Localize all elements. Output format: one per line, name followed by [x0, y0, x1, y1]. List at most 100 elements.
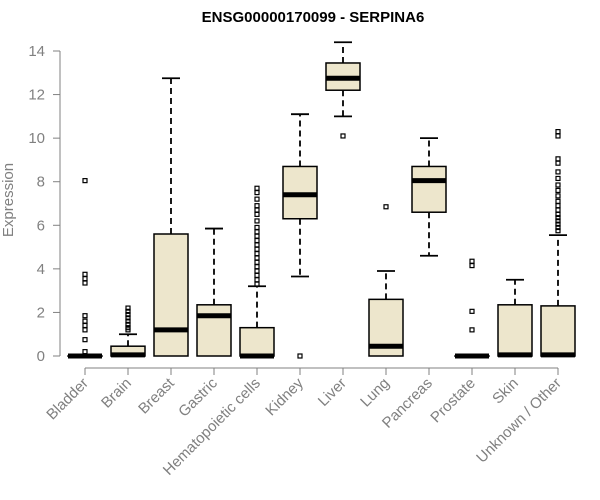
- outlier-point: [555, 193, 561, 199]
- y-tick-label: 2: [37, 304, 45, 321]
- outlier-point: [383, 204, 389, 210]
- outlier-point: [82, 322, 88, 329]
- outlier-point: [555, 218, 561, 224]
- box-group: [325, 41, 361, 139]
- y-tick-label: 6: [37, 217, 45, 234]
- x-tick-label: Prostate: [427, 375, 479, 427]
- x-tick-label: Bladder: [43, 375, 92, 424]
- outlier-point: [555, 215, 561, 221]
- outlier-point: [254, 185, 260, 191]
- outlier-point: [297, 353, 303, 359]
- y-tick-label: 4: [37, 261, 45, 278]
- box-iqr: [196, 304, 232, 357]
- outlier-point: [125, 315, 131, 321]
- outlier-point: [254, 242, 260, 248]
- outlier-point: [469, 258, 475, 264]
- outlier-point: [340, 133, 346, 139]
- outlier-point: [125, 321, 131, 328]
- outlier-point: [254, 246, 260, 252]
- y-axis-title: Expression: [0, 163, 17, 237]
- outlier-point: [469, 308, 475, 314]
- x-tick-label: Skin: [489, 375, 522, 408]
- outlier-point: [254, 281, 260, 287]
- outlier-point: [555, 203, 561, 209]
- box-group: [540, 129, 576, 358]
- outlier-point: [82, 178, 88, 184]
- box-group: [239, 185, 275, 359]
- outlier-point: [555, 207, 561, 213]
- box-iqr: [540, 305, 576, 357]
- outlier-point: [82, 271, 88, 277]
- outlier-point: [254, 211, 260, 217]
- outlier-point: [555, 211, 561, 217]
- x-tick-label: Liver: [315, 375, 350, 410]
- outlier-point: [555, 175, 561, 182]
- x-tick-label: Lung: [357, 375, 393, 411]
- outlier-point: [82, 276, 88, 282]
- y-tick-label: 0: [37, 348, 45, 365]
- box-group: [411, 137, 447, 257]
- outlier-point: [254, 224, 260, 231]
- outlier-point: [254, 190, 260, 196]
- y-tick-label: 12: [28, 87, 45, 104]
- outlier-point: [125, 312, 131, 318]
- outlier-point: [254, 237, 260, 244]
- outlier-point: [82, 313, 88, 319]
- outlier-point: [254, 196, 260, 202]
- outlier-point: [555, 228, 561, 234]
- box-group: [282, 113, 318, 359]
- outlier-point: [555, 187, 561, 194]
- outlier-point: [82, 280, 88, 286]
- outlier-point: [555, 221, 561, 227]
- box-group: [196, 227, 232, 357]
- box-group: [153, 77, 189, 357]
- outlier-point: [125, 308, 131, 314]
- box-group: [67, 178, 103, 359]
- outlier-point: [555, 133, 561, 139]
- outlier-point: [254, 218, 260, 224]
- x-tick-label: Breast: [135, 374, 178, 417]
- y-tick-label: 14: [28, 43, 45, 60]
- outlier-point: [254, 203, 260, 209]
- box-group: [110, 305, 146, 358]
- outlier-point: [125, 327, 131, 333]
- outlier-point: [82, 318, 88, 324]
- y-tick-label: 8: [37, 174, 45, 191]
- outlier-point: [555, 198, 561, 204]
- outlier-point: [254, 277, 260, 283]
- box-group: [368, 204, 404, 357]
- box-group: [454, 258, 490, 359]
- outlier-point: [254, 272, 260, 278]
- outlier-point: [254, 255, 260, 261]
- box-iqr: [497, 304, 533, 357]
- outlier-point: [555, 156, 561, 162]
- chart-title: ENSG00000170099 - SERPINA6: [202, 9, 425, 26]
- outlier-point: [254, 229, 260, 235]
- outlier-point: [125, 305, 131, 311]
- outlier-point: [254, 268, 260, 274]
- box-group: [497, 278, 533, 358]
- x-tick-label: Kidney: [262, 374, 307, 419]
- outlier-point: [82, 337, 88, 343]
- outlier-point: [469, 327, 475, 333]
- outlier-point: [125, 318, 131, 324]
- outlier-point: [82, 349, 88, 355]
- outlier-point: [555, 169, 561, 175]
- box-iqr: [411, 165, 447, 213]
- outlier-point: [254, 264, 260, 270]
- outlier-point: [254, 251, 260, 257]
- outlier-point: [555, 224, 561, 231]
- outlier-point: [555, 160, 561, 166]
- y-ticks: 0 2 4 6 8 10 12 14: [28, 43, 60, 365]
- outlier-point: [555, 129, 561, 135]
- boxes: [67, 41, 576, 359]
- outlier-point: [254, 259, 260, 265]
- outlier-point: [254, 233, 260, 239]
- outlier-point: [555, 182, 561, 188]
- x-tick-label: Brain: [98, 375, 135, 412]
- box-iqr: [239, 326, 275, 357]
- box-iqr: [153, 233, 189, 357]
- y-tick-label: 10: [28, 130, 45, 147]
